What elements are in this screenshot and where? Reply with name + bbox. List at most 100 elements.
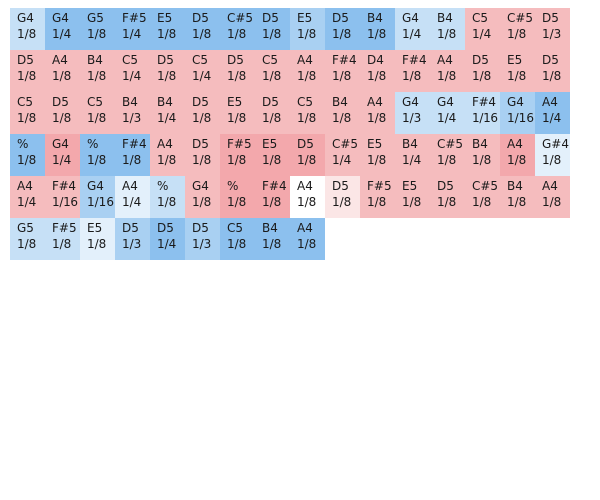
note-pitch: B4 (157, 95, 173, 109)
note-duration: 1/8 (87, 69, 107, 83)
note-duration: 1/16 (52, 195, 78, 209)
note-duration: 1/4 (192, 69, 212, 83)
note-pitch: D5 (472, 53, 489, 67)
note-cell: E5 1/8 (360, 134, 395, 176)
note-pitch: B4 (122, 95, 138, 109)
note-pitch: C#5 (507, 11, 534, 25)
note-pitch: B4 (332, 95, 348, 109)
note-cell: % 1/8 (220, 176, 255, 218)
note-cell: % 1/8 (10, 134, 45, 176)
note-pitch: F#5 (122, 11, 147, 25)
note-cell: E5 1/8 (220, 92, 255, 134)
note-pitch: A4 (52, 53, 68, 67)
note-cell: E5 1/8 (80, 218, 115, 260)
note-duration: 1/8 (367, 195, 387, 209)
note-duration: 1/8 (227, 69, 247, 83)
note-duration: 1/8 (192, 27, 212, 41)
note-cell: A4 1/4 (535, 92, 570, 134)
note-cell: B4 1/8 (360, 8, 395, 50)
note-cell: F#4 1/8 (395, 50, 430, 92)
note-row: D5 1/8 A4 1/8 B4 1/8 C5 1/4 D5 1/8 C5 1/4 D5 1/8 C5 1/8… (10, 50, 570, 92)
note-row: G5 1/8 F#5 1/8 E5 1/8 D5 1/3 D5 1/4 D5 1/3 C5 1/8 B4 1/… (10, 218, 325, 260)
note-pitch: D5 (437, 179, 454, 193)
note-pitch: E5 (297, 11, 313, 25)
note-cell: D5 1/8 (255, 92, 290, 134)
note-cell: C#5 1/8 (465, 176, 500, 218)
note-cell: E5 1/8 (395, 176, 430, 218)
note-duration: 1/4 (157, 111, 177, 125)
note-cell: B4 1/8 (80, 50, 115, 92)
note-pitch: D5 (262, 11, 279, 25)
note-duration: 1/8 (157, 153, 177, 167)
note-cell: B4 1/3 (115, 92, 150, 134)
note-pitch: G4 (437, 95, 454, 109)
note-cell: G4 1/16 (80, 176, 115, 218)
note-cell: G4 1/8 (185, 176, 220, 218)
note-cell: D5 1/8 (185, 134, 220, 176)
note-cell: F#4 1/16 (465, 92, 500, 134)
note-pitch: A4 (297, 53, 313, 67)
note-duration: 1/8 (262, 195, 282, 209)
note-duration: 1/8 (17, 237, 37, 251)
note-cell: C5 1/4 (185, 50, 220, 92)
note-pitch: D5 (122, 221, 139, 235)
note-duration: 1/8 (472, 195, 492, 209)
note-pitch: G4 (402, 95, 419, 109)
note-duration: 1/8 (297, 153, 317, 167)
note-duration: 1/3 (192, 237, 212, 251)
note-cell: C5 1/4 (465, 8, 500, 50)
note-pitch: C5 (297, 95, 314, 109)
note-cell: C5 1/8 (290, 92, 325, 134)
note-pitch: F#5 (227, 137, 252, 151)
note-duration: 1/8 (262, 111, 282, 125)
note-duration: 1/8 (192, 111, 212, 125)
note-cell: A4 1/8 (430, 50, 465, 92)
note-row: A4 1/4 F#4 1/16 G4 1/16 A4 1/4% 1/8 G4 1/8% 1/8 F#4 1… (10, 176, 570, 218)
note-pitch: D5 (297, 137, 314, 151)
note-pitch: C#5 (332, 137, 359, 151)
note-cell: F#4 1/8 (255, 176, 290, 218)
note-cell: G4 1/8 (10, 8, 45, 50)
note-pitch: A4 (437, 53, 453, 67)
note-cell: C5 1/8 (80, 92, 115, 134)
note-row: G4 1/8 G4 1/4 G5 1/8 F#5 1/4 E5 1/8 D5 1/8 C#5 1/8 D5 1… (10, 8, 570, 50)
note-duration: 1/8 (262, 27, 282, 41)
note-duration: 1/8 (297, 195, 317, 209)
note-duration: 1/8 (297, 69, 317, 83)
note-cell: E5 1/8 (150, 8, 185, 50)
note-duration: 1/8 (227, 237, 247, 251)
note-duration: 1/8 (262, 69, 282, 83)
note-pitch: F#5 (52, 221, 77, 235)
note-pitch: % (17, 137, 29, 151)
note-cell: F#5 1/8 (360, 176, 395, 218)
note-pitch: G4 (192, 179, 209, 193)
note-cell: A4 1/8 (290, 176, 325, 218)
note-cell: D5 1/8 (185, 92, 220, 134)
note-cell: B4 1/8 (325, 92, 360, 134)
note-pitch: D5 (17, 53, 34, 67)
note-duration: 1/8 (87, 153, 107, 167)
note-pitch: D5 (262, 95, 279, 109)
note-pitch: C#5 (227, 11, 254, 25)
note-pitch: F#4 (332, 53, 357, 67)
note-cell: B4 1/8 (430, 8, 465, 50)
note-duration: 1/8 (87, 111, 107, 125)
note-pitch: F#4 (52, 179, 76, 193)
note-cell: % 1/8 (150, 176, 185, 218)
note-duration: 1/4 (402, 153, 422, 167)
note-cell: G4 1/4 (395, 8, 430, 50)
note-pitch: A4 (542, 179, 558, 193)
note-cell: D5 1/4 (150, 218, 185, 260)
note-duration: 1/8 (507, 69, 527, 83)
note-pitch: D5 (192, 11, 209, 25)
note-duration: 1/4 (437, 111, 457, 125)
note-duration: 1/8 (367, 27, 387, 41)
note-pitch: B4 (472, 137, 488, 151)
note-cell: D4 1/8 (360, 50, 395, 92)
note-duration: 1/8 (157, 27, 177, 41)
note-duration: 1/8 (227, 111, 247, 125)
note-pitch: E5 (367, 137, 383, 151)
note-pitch: B4 (437, 11, 453, 25)
note-cell: D5 1/8 (465, 50, 500, 92)
note-pitch: C5 (122, 53, 139, 67)
